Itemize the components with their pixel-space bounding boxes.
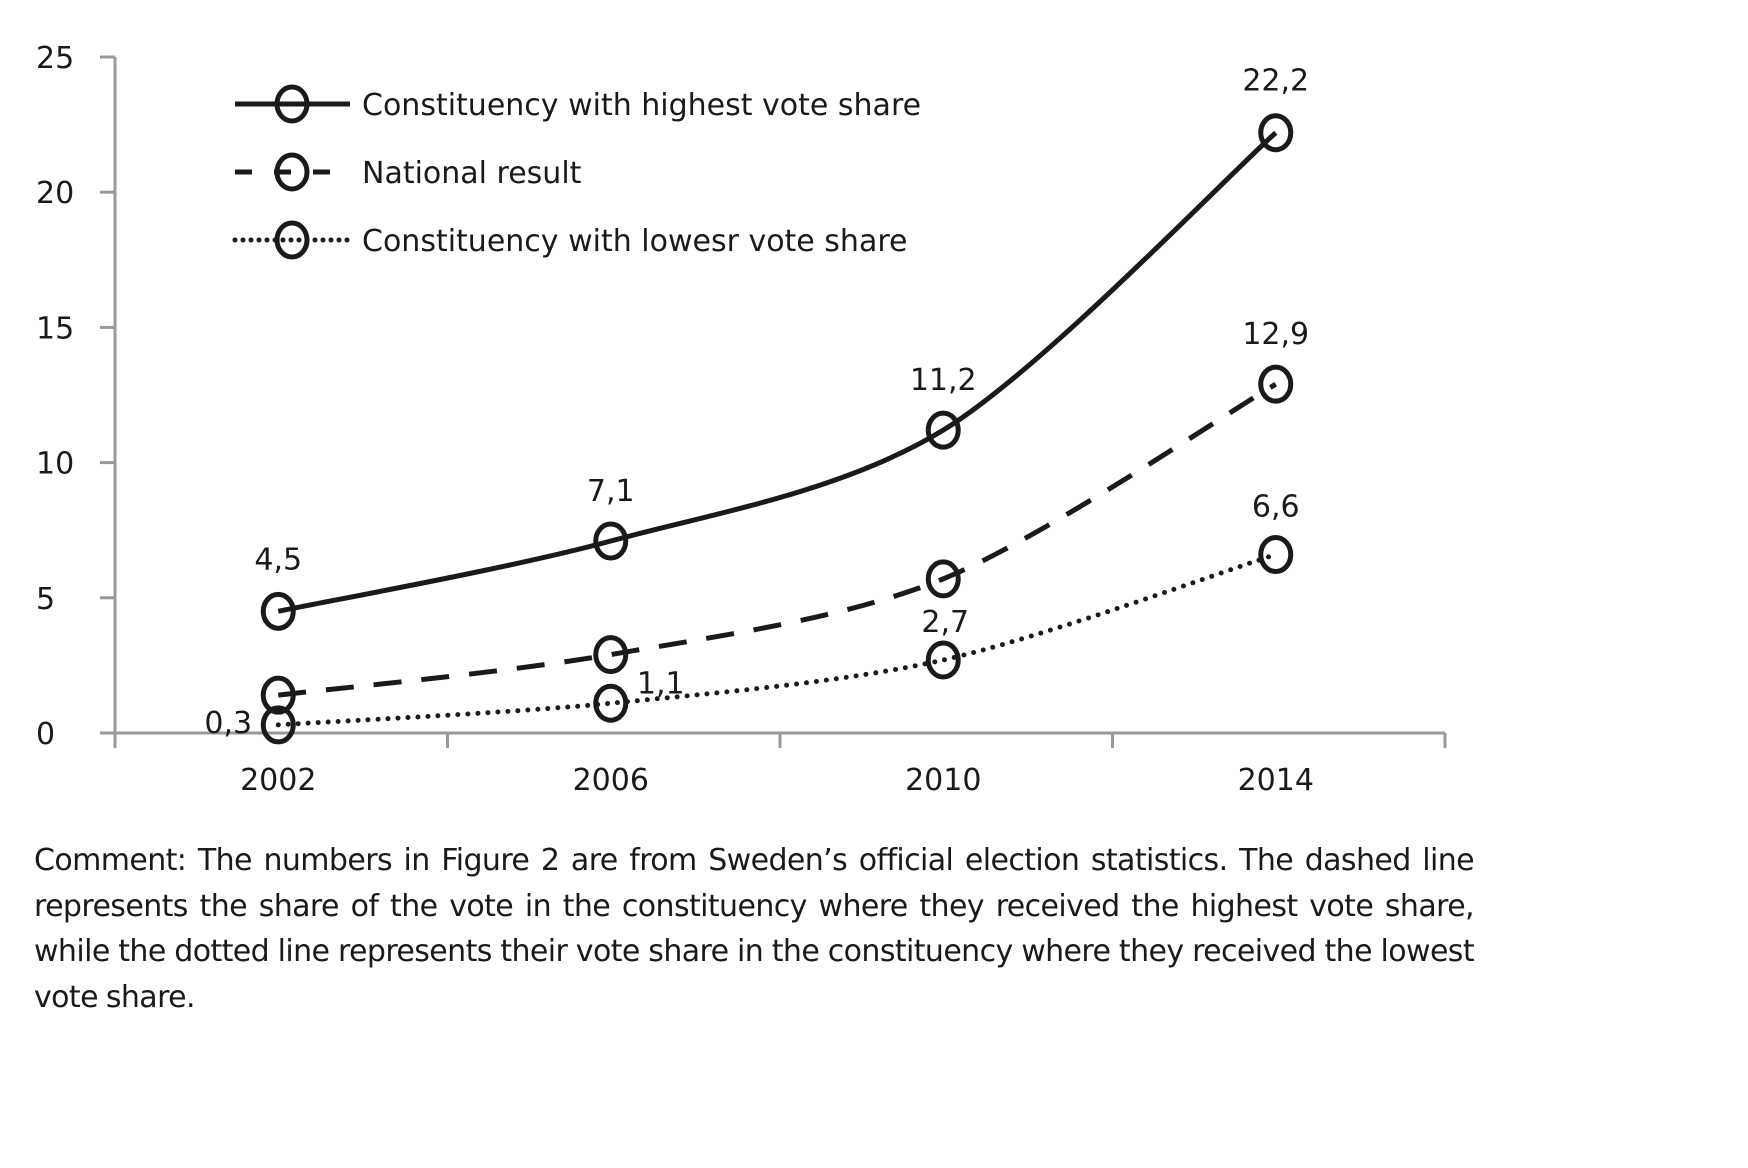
data-point-marker [260, 675, 296, 715]
data-point-marker [925, 559, 961, 599]
x-tick-label: 2006 [573, 763, 649, 798]
y-tick-label: 15 [36, 311, 74, 346]
data-point-marker [1258, 113, 1294, 153]
data-point-marker [1258, 535, 1294, 575]
legend: Constituency with highest vote share Nati… [232, 84, 921, 260]
legend-marker [274, 152, 310, 192]
figure-comment: Comment: The numbers in Figure 2 are fro… [34, 843, 1475, 1015]
legend-marker [274, 84, 310, 124]
y-tick-label: 20 [36, 176, 74, 211]
data-labels: 4,5 7,1 11,2 22,2 12,9 0,3 1,1 2,7 6,6 [204, 64, 1309, 741]
x-tick-label: 2014 [1238, 763, 1314, 798]
y-tick-label: 25 [36, 41, 74, 76]
series-layer [260, 113, 1294, 745]
data-label: 11,2 [910, 363, 977, 398]
data-point-marker [593, 683, 629, 723]
legend-item: National result [235, 152, 582, 192]
legend-item: Constituency with highest vote share [235, 84, 921, 124]
axes: 0 5 10 15 20 25 2002 2006 2010 2014 [36, 41, 1447, 798]
x-tick-label: 2010 [905, 763, 981, 798]
data-point-marker [925, 410, 961, 450]
data-point-marker [1258, 364, 1294, 404]
legend-label: Constituency with highest vote share [362, 88, 921, 123]
line-chart: 0 5 10 15 20 25 2002 2006 2010 2014 4,5 7,1 11,2 22,… [36, 41, 1447, 798]
data-label: 6,6 [1252, 490, 1300, 525]
data-label: 0,3 [204, 706, 252, 741]
series-line-0 [277, 130, 1278, 614]
data-label: 22,2 [1242, 64, 1309, 99]
data-label: 4,5 [254, 542, 302, 577]
data-label: 2,7 [921, 605, 969, 640]
legend-label: National result [362, 156, 582, 191]
legend-label: Constituency with lowesr vote share [362, 224, 907, 259]
data-label: 7,1 [587, 474, 635, 509]
data-point-marker [593, 521, 629, 561]
data-point-marker [593, 635, 629, 675]
series-line-1 [277, 382, 1278, 698]
y-tick-label: 5 [36, 582, 55, 617]
data-point-marker [260, 591, 296, 631]
legend-item: Constituency with lowesr vote share [232, 220, 907, 260]
data-point-marker [260, 705, 296, 745]
data-label: 12,9 [1242, 317, 1309, 352]
y-tick-label: 0 [36, 717, 55, 752]
series-line-2 [275, 552, 1279, 728]
data-label: 1,1 [637, 666, 685, 701]
y-tick-label: 10 [36, 447, 74, 482]
legend-marker [274, 220, 310, 260]
data-point-marker [925, 640, 961, 680]
x-tick-label: 2002 [240, 763, 316, 798]
